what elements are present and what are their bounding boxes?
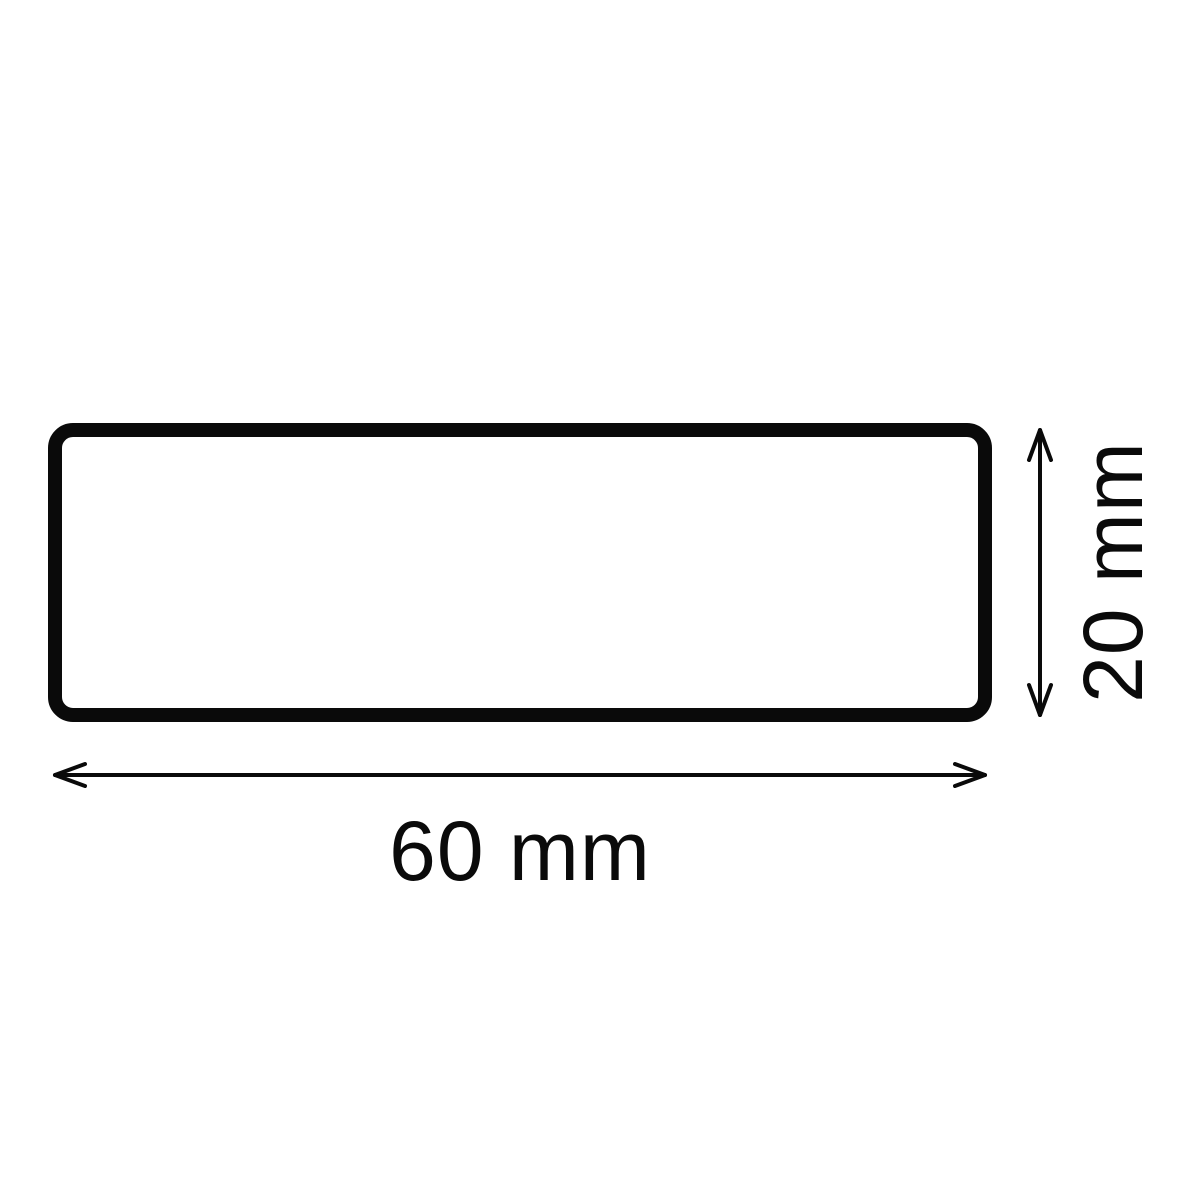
width-dimension: 60 mm [55, 764, 985, 898]
height-dimension: 20 mm [1029, 430, 1160, 715]
profile-rectangle [55, 430, 985, 715]
width-dimension-label: 60 mm [389, 804, 651, 898]
height-dimension-label: 20 mm [1066, 441, 1160, 703]
